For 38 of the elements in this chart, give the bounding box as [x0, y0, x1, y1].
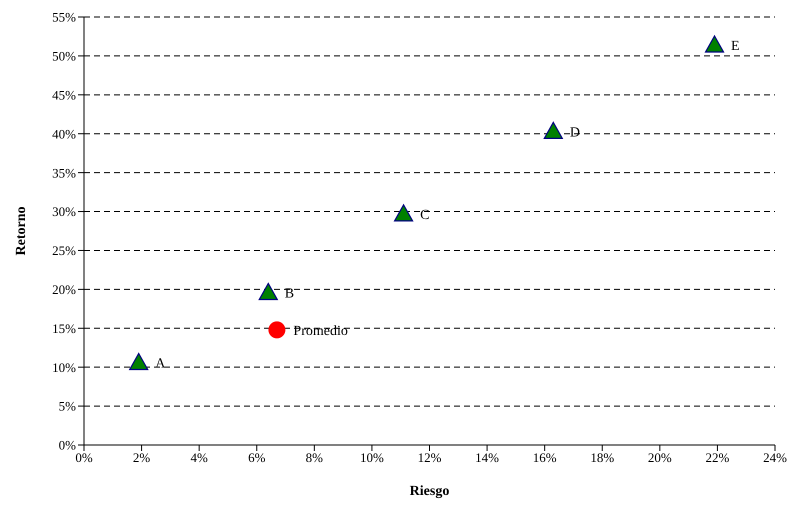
x-tick-label: 4% — [190, 450, 208, 466]
x-tick-label: 2% — [132, 450, 150, 466]
x-tick-label: 20% — [648, 450, 672, 466]
y-tick-label: 45% — [52, 87, 76, 102]
x-tick-label: 0% — [75, 450, 93, 466]
data-label: B — [284, 286, 294, 302]
y-tick-label: 0% — [58, 438, 76, 453]
y-tick-label: 40% — [52, 126, 76, 142]
y-tick-label: 25% — [52, 243, 76, 258]
data-label: Promedio — [293, 324, 348, 339]
y-tick-label: 5% — [58, 398, 76, 414]
data-label: C — [420, 208, 430, 223]
x-tick-label: 8% — [306, 450, 324, 466]
x-tick-label: 12% — [418, 450, 442, 466]
point — [394, 204, 414, 222]
y-tick-label: 15% — [52, 320, 76, 336]
x-tick-label: 6% — [248, 450, 266, 466]
data-label: D — [570, 125, 580, 140]
y-tick-label: 50% — [52, 48, 76, 64]
x-axis-title: Riesgo — [410, 484, 450, 499]
y-tick-label: 35% — [52, 165, 76, 180]
y-tick-label: 20% — [52, 282, 76, 297]
x-tick-label: 24% — [763, 450, 788, 466]
point — [704, 35, 724, 53]
x-tick-label: 14% — [475, 450, 500, 466]
point — [268, 321, 286, 338]
data-label: E — [731, 38, 740, 54]
x-tick-label: 16% — [532, 450, 557, 466]
y-axis-title: Retorno — [14, 206, 29, 256]
point — [258, 282, 278, 300]
y-tick-label: 30% — [52, 204, 76, 220]
y-tick-label: 55% — [52, 10, 76, 25]
point — [544, 122, 563, 139]
x-tick-label: 10% — [360, 450, 384, 466]
y-tick-label: 10% — [52, 360, 76, 375]
point — [129, 352, 148, 370]
x-tick-label: 18% — [590, 450, 614, 466]
x-tick-label: 22% — [705, 450, 730, 466]
